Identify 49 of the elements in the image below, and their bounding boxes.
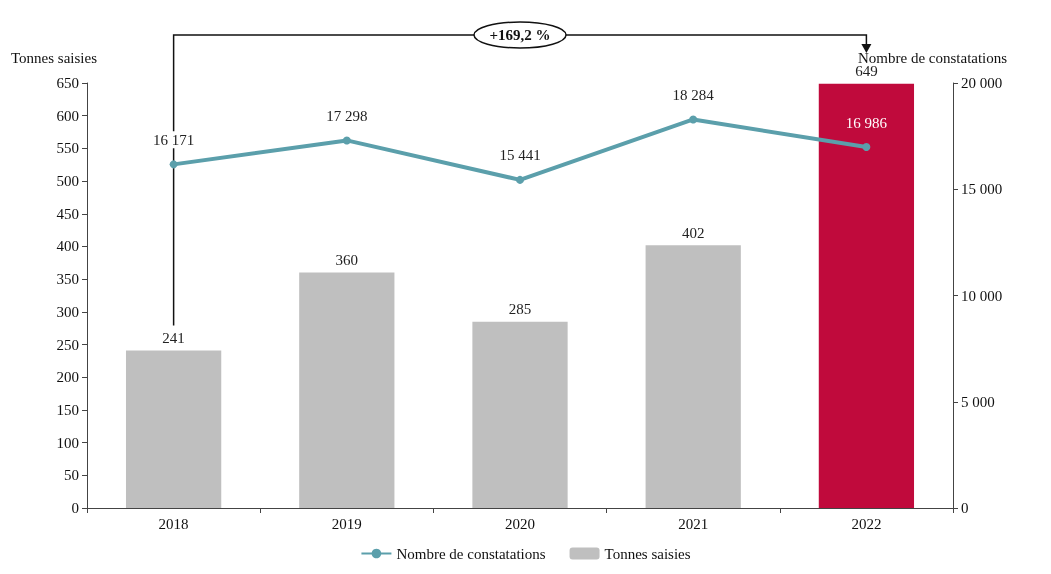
point (169, 160, 178, 169)
y-tick-label: 500 (56, 173, 80, 190)
y-tick-label: 0 (71, 500, 80, 516)
point (862, 143, 871, 152)
data-label: 16 171 (153, 131, 195, 148)
x-tick-label: 2018 (158, 515, 189, 532)
data-label: 15 441 (499, 147, 541, 164)
point (689, 115, 698, 124)
y-tick-label: 100 (56, 434, 80, 451)
y-axis-title: Tonnes saisies (10, 49, 98, 66)
y2-axis-title: Nombre de constatations (858, 49, 1008, 66)
y-tick-label: 150 (56, 401, 80, 418)
y-tick-label: 450 (56, 205, 80, 222)
bar (299, 272, 395, 508)
text: +169,2 % (489, 27, 551, 43)
point (342, 136, 351, 145)
data-label: 285 (508, 301, 532, 318)
y-tick-label: 400 (56, 238, 80, 255)
y2-tick-label: 5 000 (961, 393, 995, 410)
y2-tick-label: 20 000 (961, 75, 1003, 91)
y-tick-label: 200 (56, 369, 80, 386)
bar (645, 245, 741, 508)
y-tick-label: 650 (56, 75, 80, 91)
y2-tick-label: 10 000 (961, 287, 1003, 304)
bar (125, 350, 222, 508)
legend-label: Tonnes saisies (604, 545, 691, 562)
point (516, 175, 525, 184)
data-label: 360 (335, 252, 359, 269)
bar (818, 83, 915, 508)
y-tick-label: 250 (56, 336, 80, 353)
y-tick-label: 350 (56, 271, 80, 288)
bar (472, 321, 568, 508)
x-tick-label: 2019 (331, 515, 362, 532)
legend-label: Nombre de constatations (396, 545, 546, 562)
y2-tick-label: 0 (961, 500, 969, 516)
data-label: 16 986 (845, 114, 888, 131)
x-tick-label: 2022 (851, 515, 882, 532)
y2-tick-label: 15 000 (961, 181, 1003, 198)
y-tick-label: 550 (56, 140, 80, 157)
data-label: 18 284 (672, 86, 715, 103)
y-tick-label: 300 (56, 303, 80, 320)
data-label: 241 (162, 329, 185, 346)
y-tick-label: 50 (64, 467, 80, 484)
data-label: 649 (855, 63, 878, 80)
x-tick-label: 2020 (505, 515, 536, 532)
data-label: 402 (681, 224, 705, 241)
x-tick-label: 2021 (678, 515, 709, 532)
data-label: 17 298 (326, 107, 368, 124)
y-tick-label: 600 (56, 107, 80, 124)
